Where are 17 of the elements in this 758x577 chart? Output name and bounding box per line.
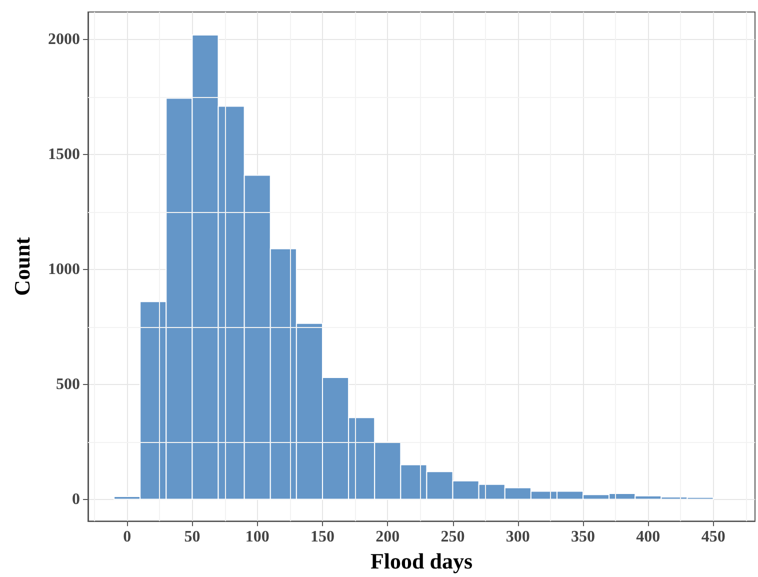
y-tick-label: 0 [72, 490, 80, 508]
y-axis-title: Count [10, 236, 34, 296]
x-tick-label: 300 [506, 528, 530, 546]
y-tick-label: 500 [56, 376, 80, 393]
y-tick-label: 1000 [48, 260, 80, 278]
y-tick-label: 1500 [48, 146, 80, 163]
x-tick-label: 50 [184, 528, 200, 546]
y-tick-label: 2000 [48, 31, 80, 48]
x-tick-label: 450 [701, 528, 726, 546]
x-tick-label: 350 [571, 528, 596, 546]
x-tick-label: 200 [376, 528, 400, 546]
x-tick-label: 100 [245, 528, 270, 546]
x-axis-title: Flood days [370, 548, 473, 574]
x-tick-label: 250 [440, 528, 465, 546]
x-tick-label: 150 [310, 528, 334, 546]
x-tick-label: 0 [123, 528, 132, 546]
x-tick-label: 400 [636, 528, 660, 546]
